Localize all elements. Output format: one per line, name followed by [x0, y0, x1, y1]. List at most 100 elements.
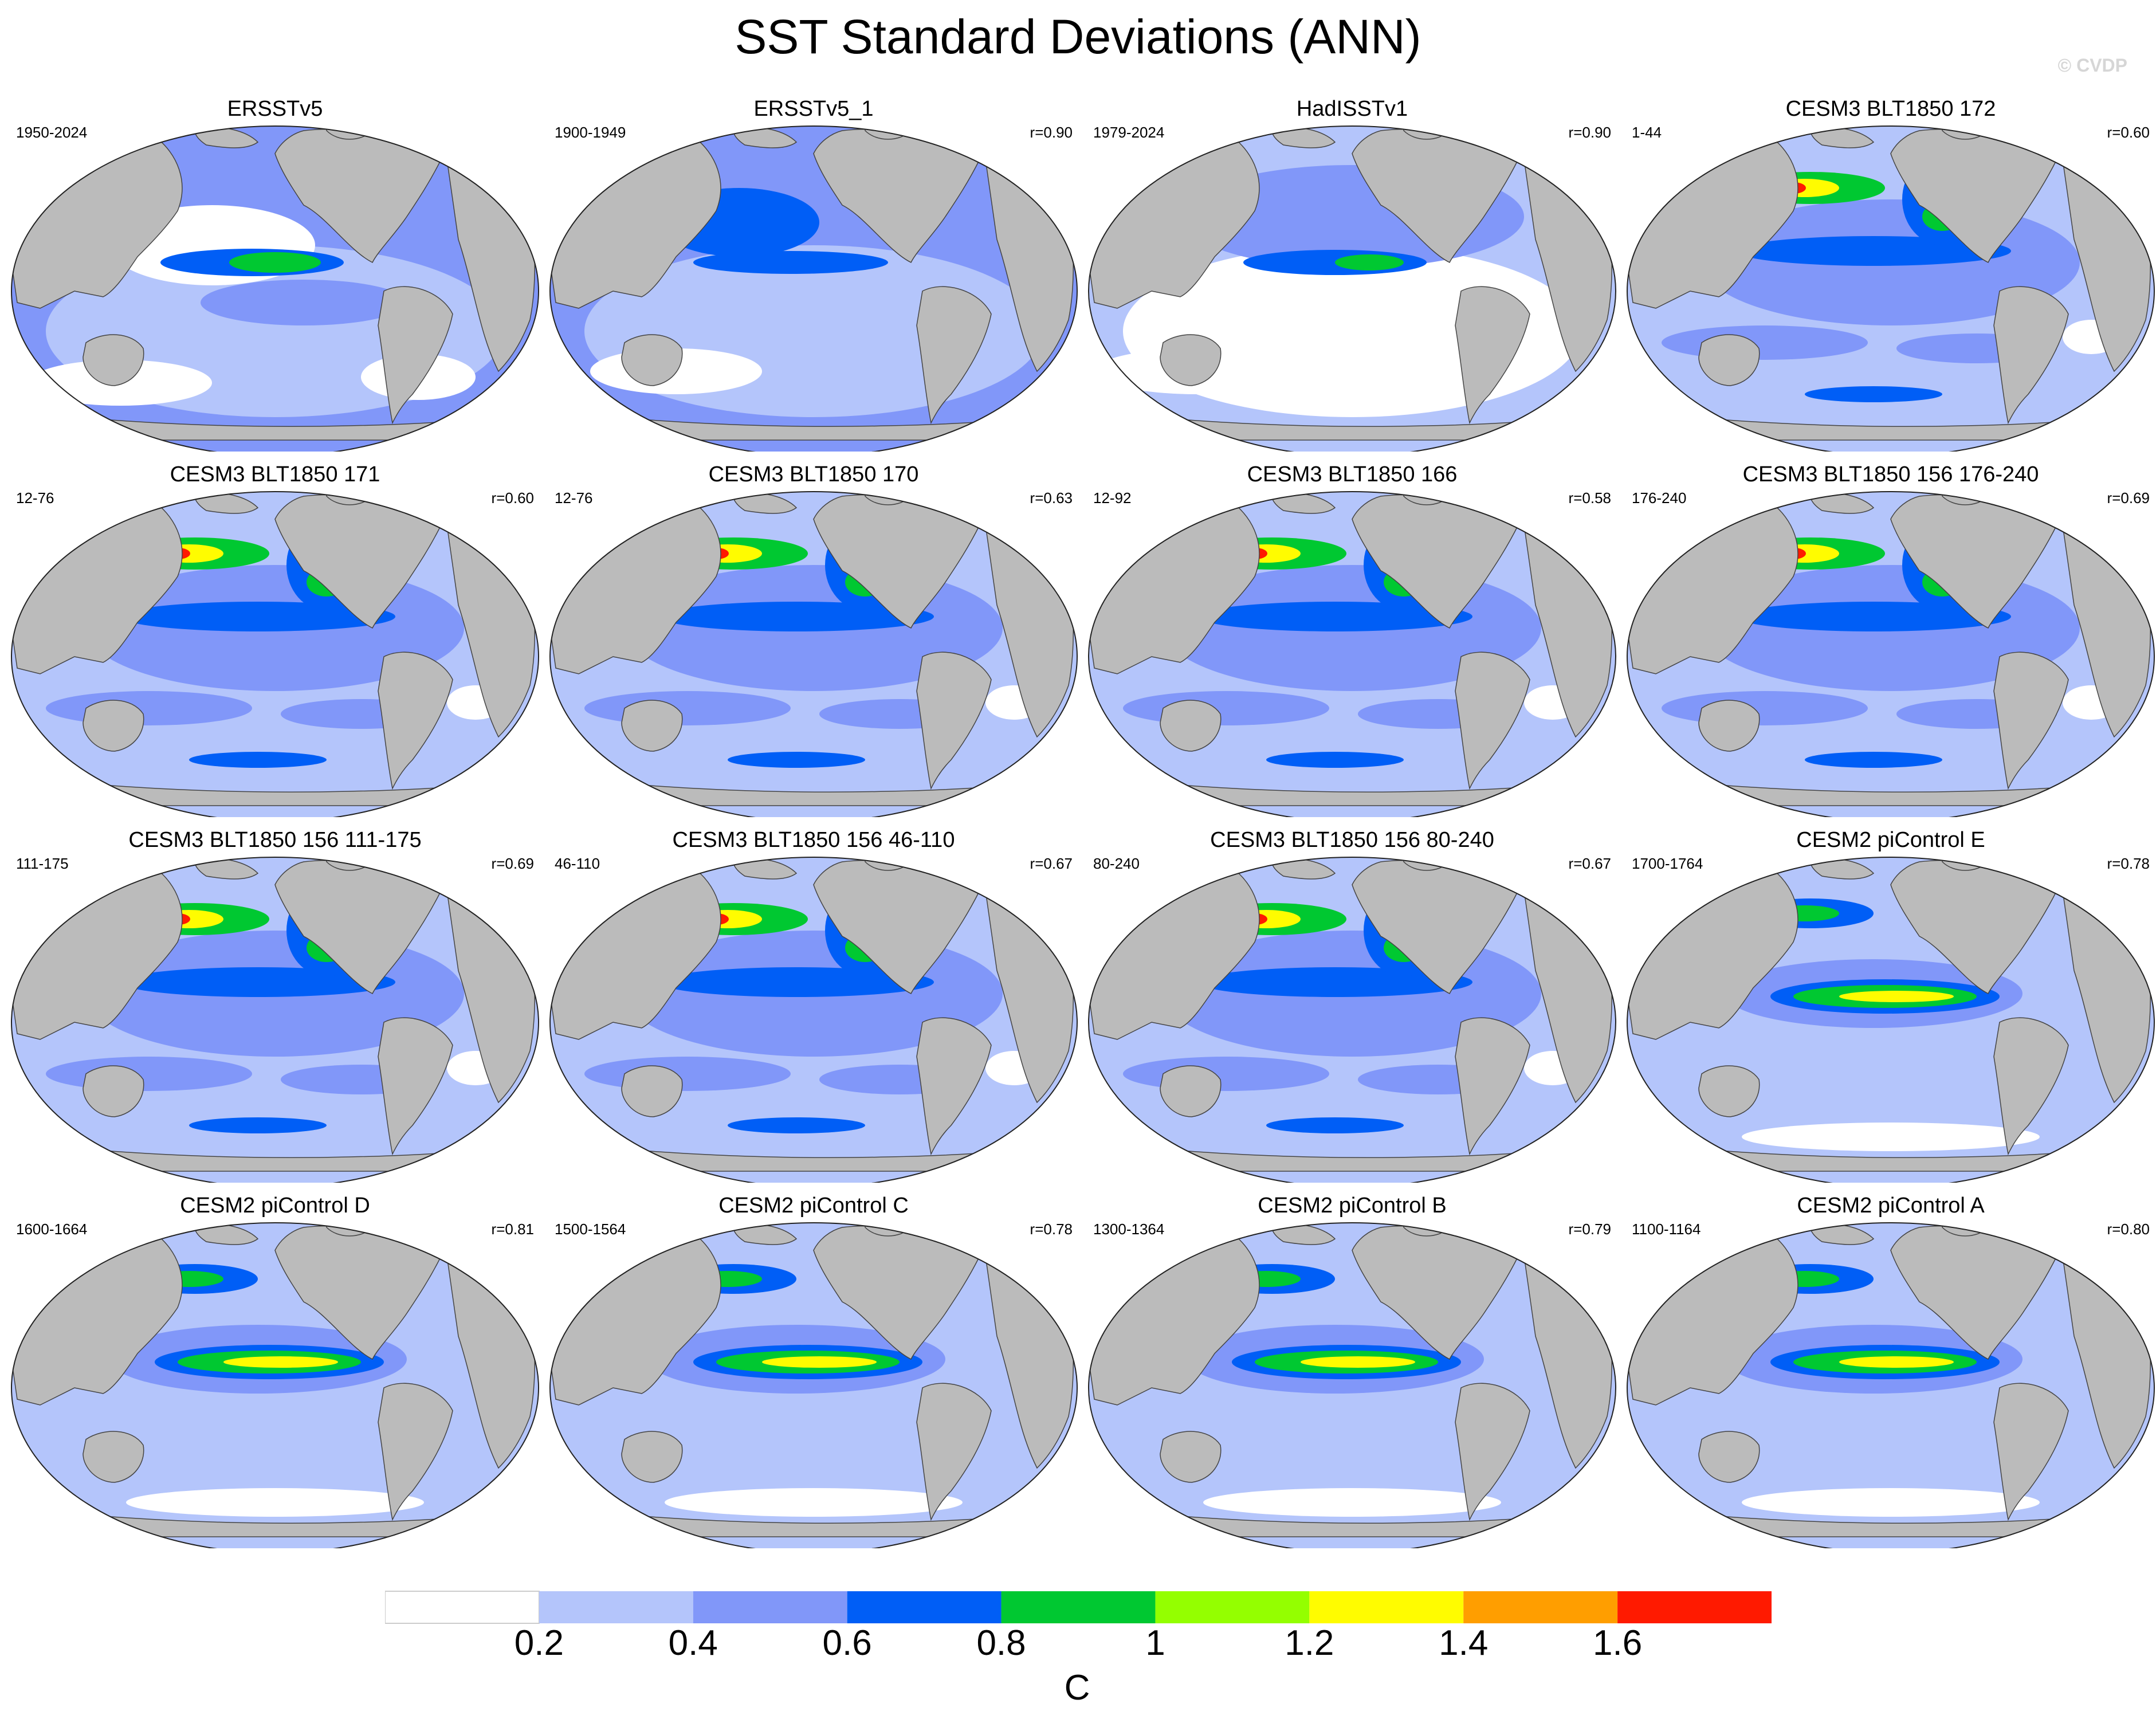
land-australia: [1698, 700, 1760, 752]
colorbar-swatch: [1309, 1591, 1464, 1623]
panel-period: 12-92: [1093, 489, 1132, 507]
colorbar-tick-label: 0.6: [822, 1623, 872, 1663]
map-panel: ERSSTv5_1 1900-1949 r=0.90: [544, 96, 1083, 452]
land-australia: [83, 1065, 144, 1117]
land-australia: [1698, 334, 1760, 386]
southern-quiet: [1742, 1123, 2040, 1151]
panel-correlation: r=0.69: [491, 855, 534, 872]
map-border: [549, 1222, 1078, 1548]
land-southamerica: [1455, 1383, 1530, 1521]
map-border: [549, 125, 1078, 452]
map-panel: CESM3 BLT1850 171 12-76 r=0.60: [6, 462, 544, 817]
colorbar-swatch: [847, 1591, 1002, 1623]
southern-quiet: [665, 1488, 963, 1517]
southern-ocean-strong: [1266, 1117, 1404, 1133]
enso-yellow: [223, 1356, 338, 1368]
panel-correlation: r=0.58: [1568, 489, 1611, 507]
map-border: [11, 1222, 539, 1548]
panel-title: CESM2 piControl E: [1796, 828, 1985, 852]
colorbar-swatch: [1001, 1591, 1156, 1623]
land-southamerica: [916, 652, 992, 790]
map-panel: CESM3 BLT1850 166 12-92 r=0.58: [1083, 462, 1621, 817]
southern-quiet: [1203, 1488, 1501, 1517]
land-australia: [621, 700, 683, 752]
enso-yellow: [762, 1356, 877, 1368]
map-panel: CESM2 piControl C 1500-1564 r=0.78: [544, 1193, 1083, 1548]
panel-period: 1500-1564: [555, 1220, 626, 1238]
land-southamerica: [1993, 1017, 2069, 1156]
map-border: [549, 491, 1078, 817]
colorbar-tick-label: 0.2: [514, 1623, 564, 1663]
southern-quiet: [126, 1488, 424, 1517]
panel-correlation: r=0.90: [1030, 124, 1073, 141]
map-border: [1088, 491, 1616, 817]
enso-yellow: [1839, 1356, 1954, 1368]
sst-std-map: [1627, 857, 2155, 1183]
land-australia: [1698, 1431, 1760, 1483]
colorbar-swatch: [693, 1591, 847, 1623]
land-australia: [621, 334, 683, 386]
south-indian-mid: [46, 691, 252, 725]
map-border: [11, 125, 539, 452]
map-panel: CESM2 piControl A 1100-1164 r=0.80: [1621, 1193, 2156, 1548]
enso-yellow: [1301, 1356, 1415, 1368]
sst-std-map: [549, 857, 1078, 1183]
colorbar-units: C: [1064, 1668, 1090, 1708]
colorbar-tick-label: 0.8: [976, 1623, 1026, 1663]
land-southamerica: [1993, 1383, 2069, 1521]
panel-correlation: r=0.90: [1568, 124, 1611, 141]
south-indian-mid: [46, 1057, 252, 1091]
map-panel: HadISSTv1 1979-2024 r=0.90: [1083, 96, 1621, 452]
panel-period: 12-76: [16, 489, 54, 507]
colorbar-swatch: [1155, 1591, 1310, 1623]
panel-correlation: r=0.60: [491, 489, 534, 507]
panel-title: ERSSTv5_1: [753, 97, 874, 121]
sst-std-map: [1627, 1222, 2155, 1548]
colorbar-swatch: [539, 1591, 693, 1623]
panel-title: HadISSTv1: [1296, 97, 1408, 121]
map-panel: CESM3 BLT1850 156 176-240 176-240 r=0.69: [1621, 462, 2156, 817]
land-southamerica: [916, 1017, 992, 1156]
south-pacific-mid: [201, 280, 407, 325]
map-border: [1088, 1222, 1616, 1548]
map-panel: ERSSTv5 1950-2024: [6, 96, 544, 452]
panel-title: CESM3 BLT1850 156 46-110: [672, 828, 955, 852]
land-australia: [621, 1431, 683, 1483]
panel-period: 1100-1164: [1632, 1220, 1701, 1238]
panel-title: CESM3 BLT1850 156 176-240: [1742, 462, 2039, 486]
enso-core: [1335, 254, 1404, 270]
sst-std-map: [11, 125, 539, 452]
panel-period: 1900-1949: [555, 124, 626, 141]
colorbar-tick-label: 1.2: [1285, 1623, 1334, 1663]
map-border: [11, 857, 539, 1183]
colorbar-tick-label: 1: [1145, 1623, 1165, 1663]
land-southamerica: [378, 1017, 453, 1156]
map-panel: CESM3 BLT1850 172 1-44 r=0.60: [1621, 96, 2156, 452]
southern-ocean-strong: [728, 752, 865, 768]
colorbar: [385, 1591, 1772, 1624]
southern-ocean-strong: [728, 1117, 865, 1133]
land-southamerica: [1993, 286, 2069, 425]
colorbar-swatch: [1463, 1591, 1618, 1623]
sst-std-map: [1627, 125, 2155, 452]
sst-std-map: [1088, 125, 1616, 452]
panel-title: CESM3 BLT1850 170: [708, 462, 919, 486]
panel-correlation: r=0.63: [1030, 489, 1073, 507]
panel-title: CESM2 piControl B: [1258, 1194, 1447, 1218]
land-australia: [1698, 1065, 1760, 1117]
sst-std-map: [1088, 857, 1616, 1183]
panel-correlation: r=0.67: [1030, 855, 1073, 872]
southern-ocean-strong: [1805, 386, 1942, 402]
map-panel: CESM3 BLT1850 156 111-175 111-175 r=0.69: [6, 827, 544, 1183]
panel-title: ERSSTv5: [227, 97, 323, 121]
sst-std-map: [549, 125, 1078, 452]
southern-ocean-strong: [189, 1117, 327, 1133]
sst-std-map: [549, 491, 1078, 817]
land-australia: [1160, 334, 1222, 386]
colorbar-tick-label: 1.6: [1593, 1623, 1643, 1663]
panel-correlation: r=0.67: [1568, 855, 1611, 872]
southern-quiet: [1742, 1488, 2040, 1517]
south-indian-mid: [1662, 691, 1868, 725]
south-indian-mid: [1123, 691, 1329, 725]
enso-yellow: [1839, 991, 1954, 1002]
